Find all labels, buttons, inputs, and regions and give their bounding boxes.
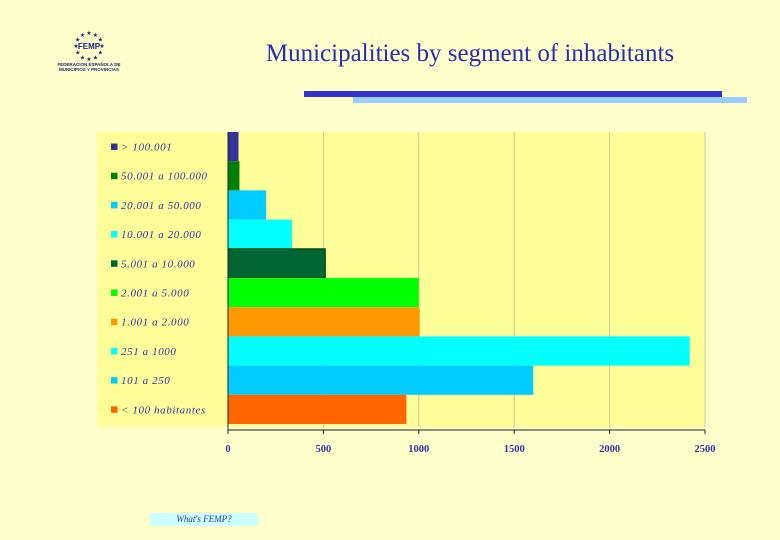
legend-swatch — [111, 318, 118, 326]
legend-label: > 100.001 — [121, 142, 172, 154]
legend-swatch — [111, 289, 118, 296]
logo-subtitle-line: MUNICIPIOS Y PROVINCIAS — [58, 67, 120, 72]
bar — [228, 336, 690, 366]
bar — [227, 248, 326, 279]
legend-label: 101 a 250 — [121, 375, 170, 387]
logo-star: ★ — [86, 56, 91, 63]
legend-swatch — [111, 143, 118, 150]
x-tick-label: 2000 — [599, 444, 620, 455]
legend-swatch — [111, 406, 118, 413]
logo-star: ★ — [80, 32, 85, 39]
bar — [228, 190, 267, 220]
logo-star: ★ — [93, 32, 98, 39]
logo-subtitle: FEDERACION ESPAÑOLA DE MUNICIPIOS Y PROV… — [56, 62, 122, 72]
femp-logo: ★ ★★★★★★★★★★★FEMP — [73, 30, 104, 63]
legend-swatch — [111, 231, 118, 238]
legend-label: 251 a 1000 — [121, 346, 177, 358]
bar — [228, 365, 534, 395]
x-tick-label: 500 — [316, 444, 332, 455]
bar — [228, 132, 239, 162]
logo-star: ★ — [75, 50, 80, 57]
legend-label: 2.001 a 5.000 — [121, 288, 189, 300]
logo-wordmark: FEMP — [78, 42, 101, 51]
logo-star: ★ — [98, 37, 103, 44]
legend-swatch — [111, 172, 118, 180]
footer-link[interactable]: What's FEMP? — [150, 513, 258, 526]
x-tick-label: 1000 — [408, 444, 429, 455]
logo-star: ★ — [98, 50, 103, 57]
legend-label: 10.001 a 20.000 — [121, 229, 202, 241]
x-tick-label: 2500 — [695, 444, 716, 455]
legend-swatch — [111, 377, 118, 384]
bar — [228, 394, 407, 424]
title-rule-light — [353, 97, 747, 103]
logo-subtitle-line: FEDERACION ESPAÑOLA DE — [57, 62, 121, 67]
bar — [228, 219, 292, 249]
logo-star: ★ — [75, 37, 80, 44]
legend-label: 5.001 a 10.000 — [121, 258, 195, 270]
legend-label: 20.001 a 50.000 — [121, 200, 202, 212]
title-rule-dark — [304, 91, 722, 97]
logo-star: ★ — [86, 30, 91, 37]
bar — [228, 161, 240, 191]
slide-title: Municipalities by segment of inhabitants — [265, 40, 675, 67]
x-tick-label: 0 — [225, 444, 230, 455]
legend-label: 50.001 a 100.000 — [121, 171, 208, 183]
legend-swatch — [111, 260, 118, 267]
bar — [228, 278, 419, 308]
legend-label: 1.001 a 2.000 — [121, 317, 189, 329]
legend-label: < 100 habitantes — [121, 404, 206, 416]
logo-star: ★ — [73, 43, 78, 50]
logo-star: ★ — [80, 54, 85, 61]
x-tick-label: 1500 — [504, 444, 525, 455]
logo-star: ★ — [93, 54, 98, 61]
bar — [228, 307, 420, 337]
legend-swatch — [111, 347, 118, 355]
legend-swatch — [111, 201, 118, 209]
logo-star: ★ — [99, 43, 104, 50]
